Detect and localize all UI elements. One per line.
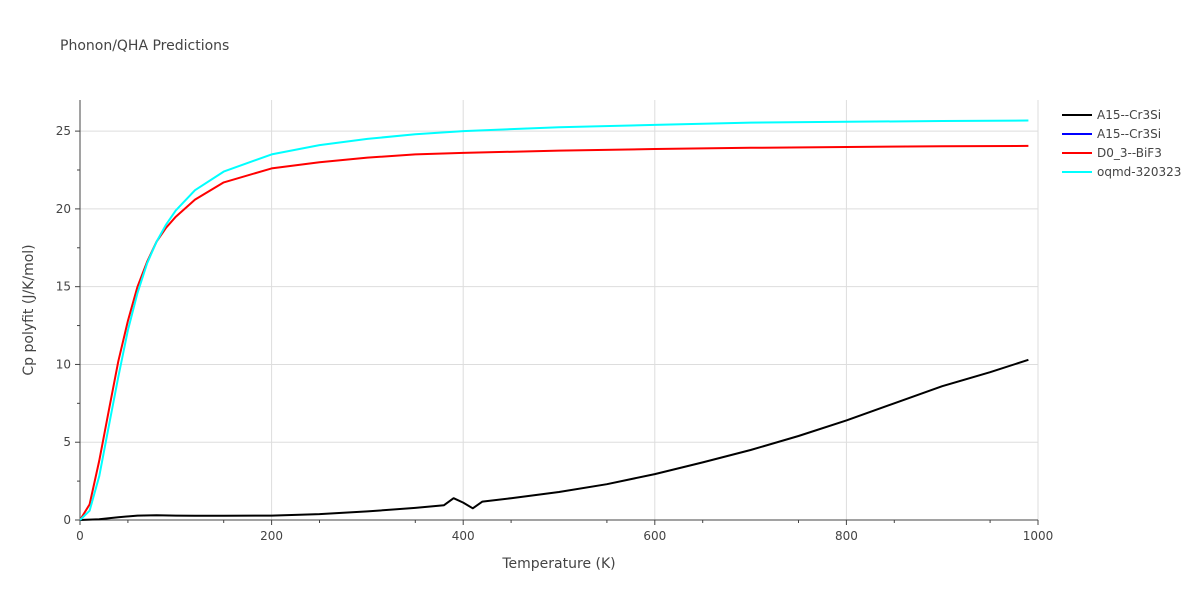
axes: 0 200 400 600 800 1000 0 5 10 15 20 25 (56, 100, 1054, 543)
x-axis-label: Temperature (K) (501, 556, 615, 572)
x-tick-label: 1000 (1023, 529, 1054, 543)
grid (80, 100, 1039, 520)
y-tick-label: 20 (56, 202, 71, 216)
x-tick-label: 200 (260, 529, 283, 543)
series-line-0 (79, 358, 1029, 521)
legend-label: oqmd-320323 (1097, 165, 1181, 179)
legend-label: D0_3--BiF3 (1097, 146, 1162, 160)
x-tick-label: 800 (835, 529, 858, 543)
y-tick-label: 10 (56, 357, 71, 371)
y-tick-label: 25 (56, 124, 71, 138)
x-tick-label: 600 (643, 529, 666, 543)
legend: A15--Cr3Si A15--Cr3Si D0_3--BiF3 oqmd-32032… (1062, 108, 1181, 179)
y-axis-label: Cp polyfit (J/K/mol) (21, 244, 37, 375)
series-layer (79, 119, 1029, 521)
legend-label: A15--Cr3Si (1097, 127, 1161, 141)
series-line-2 (79, 144, 1029, 521)
y-tick-label: 5 (63, 435, 71, 449)
legend-label: A15--Cr3Si (1097, 108, 1161, 122)
y-tick-label: 0 (63, 513, 71, 527)
series-line-3 (79, 119, 1029, 521)
chart-title: Phonon/QHA Predictions (60, 38, 229, 54)
x-tick-label: 0 (76, 529, 84, 543)
x-tick-label: 400 (452, 529, 475, 543)
y-tick-label: 15 (56, 280, 71, 294)
